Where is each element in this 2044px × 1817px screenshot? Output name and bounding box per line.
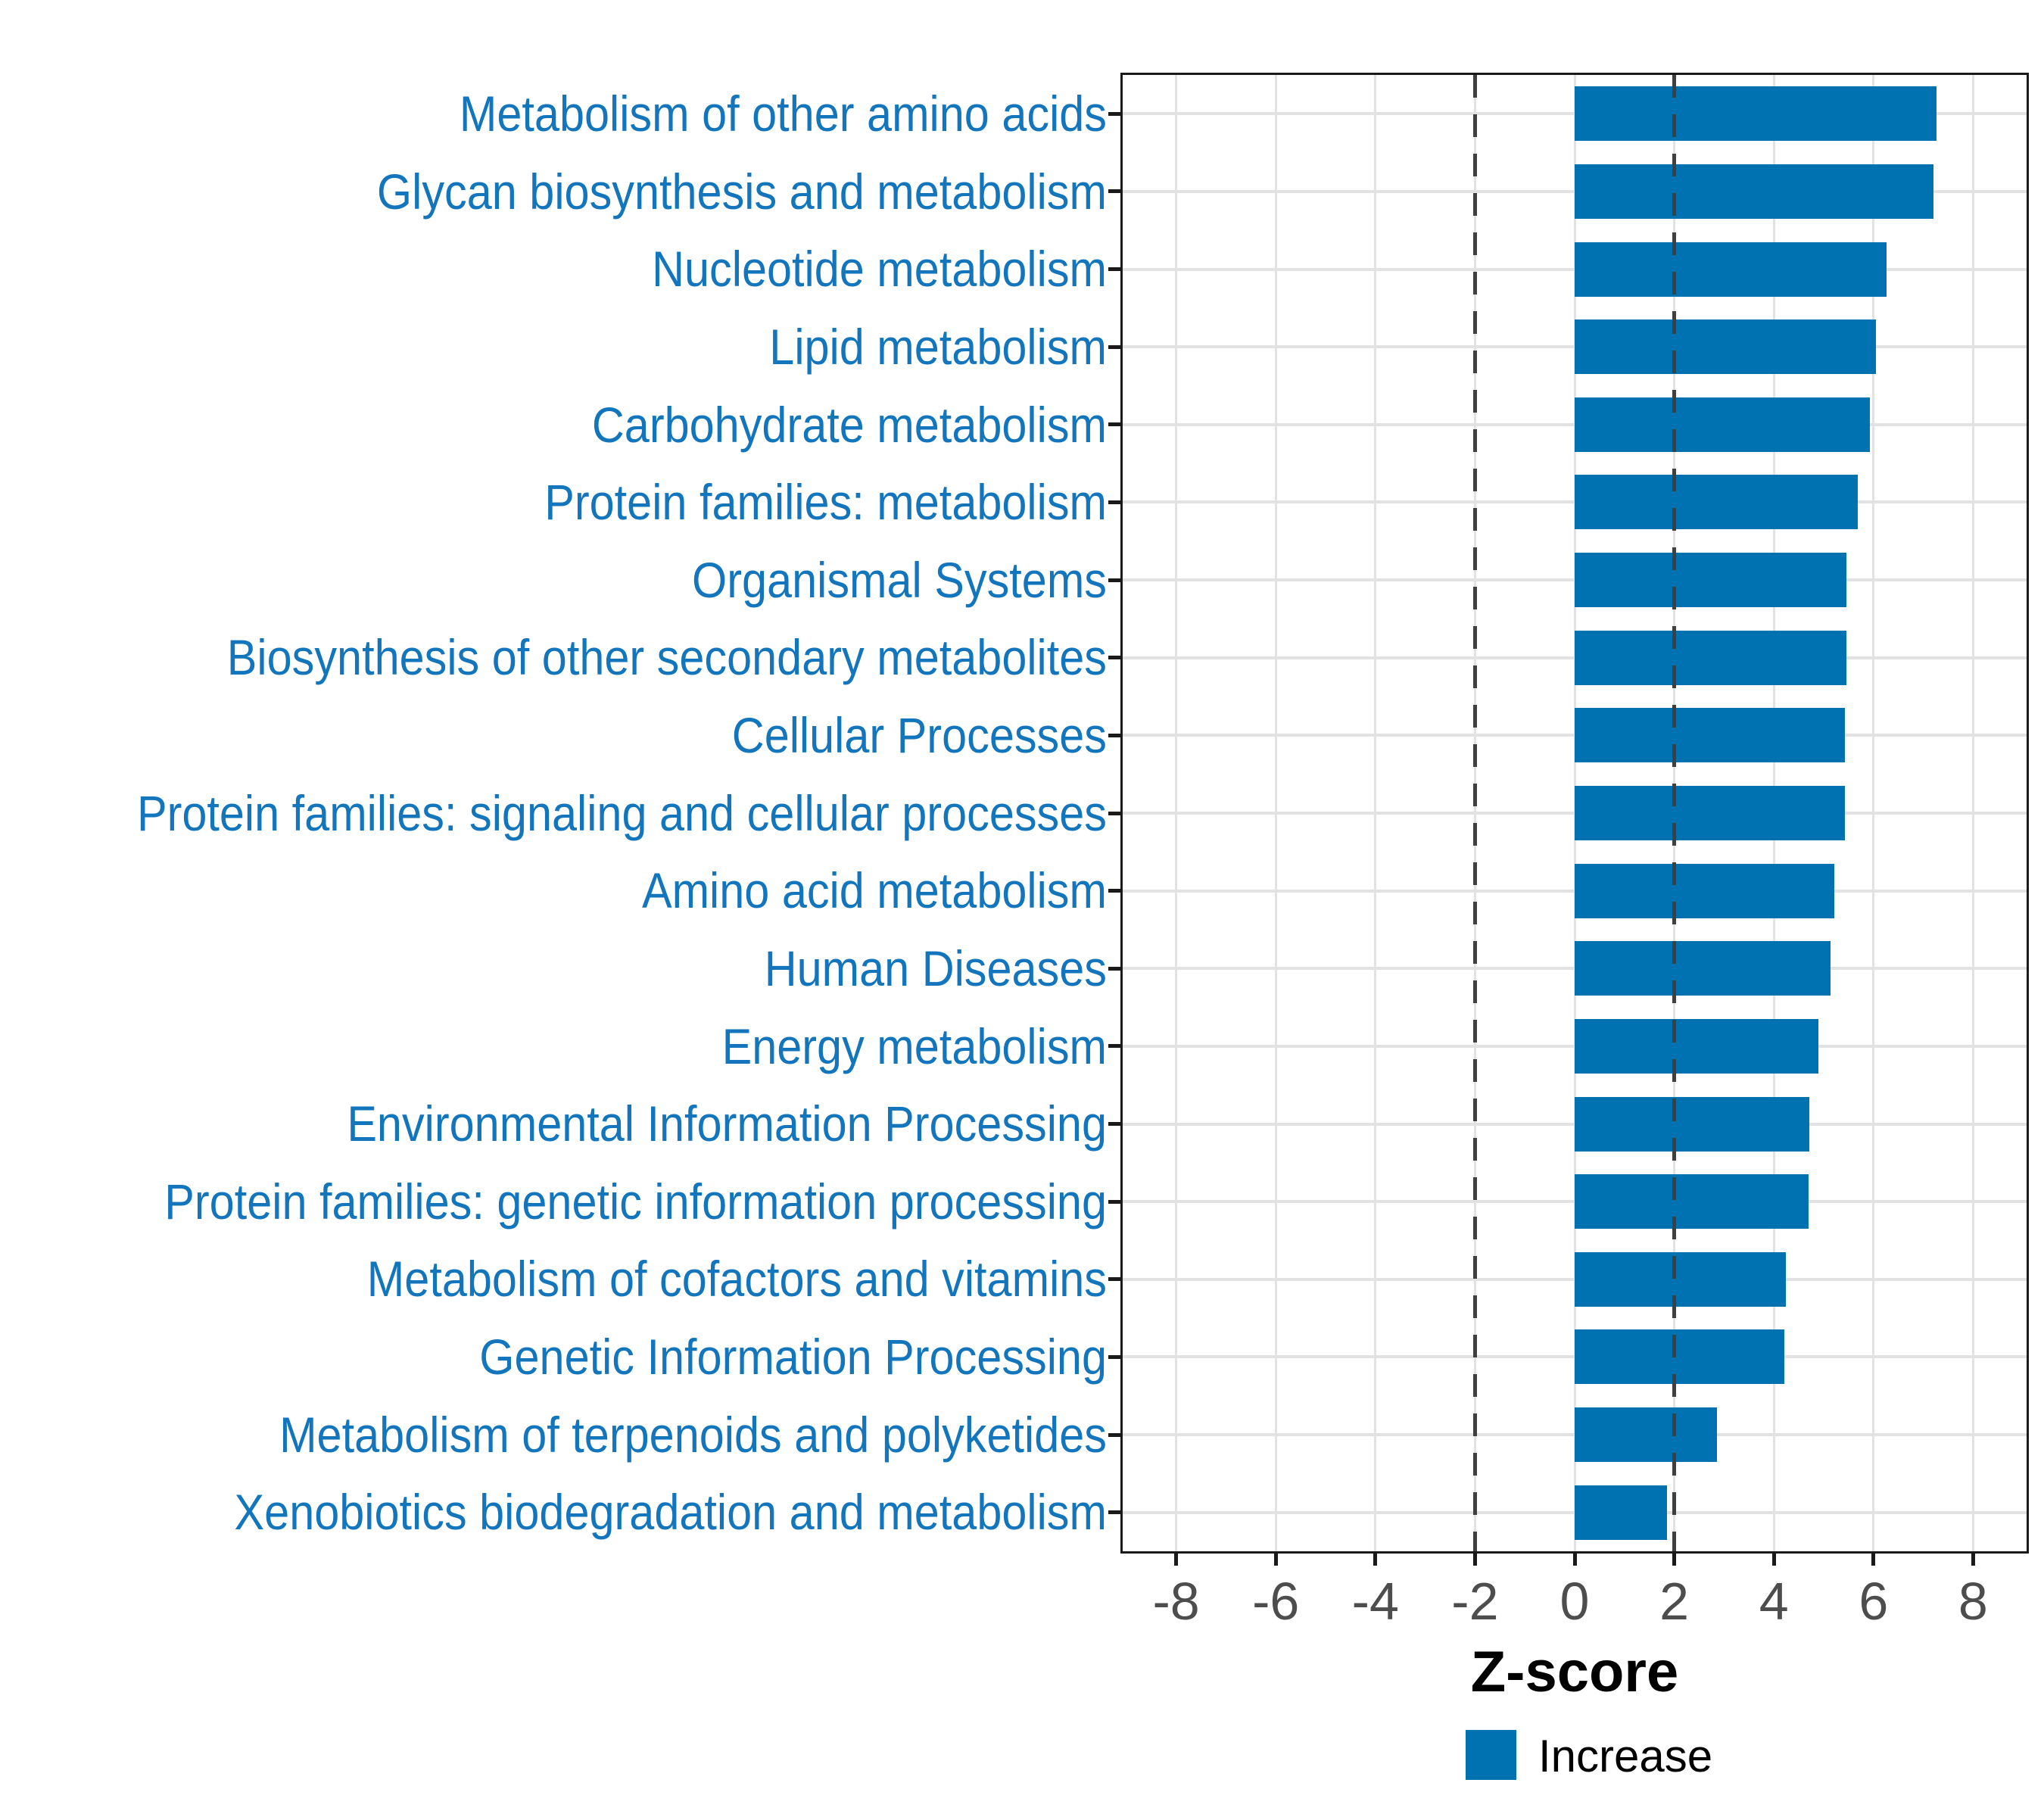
- bar-0: [1575, 86, 1937, 142]
- y-tick-mark: [1108, 1354, 1120, 1359]
- x-tick-mark: [1971, 1554, 1975, 1566]
- y-tick-mark: [1108, 422, 1120, 427]
- y-tick-mark: [1108, 966, 1120, 971]
- y-tick-mark: [1108, 811, 1120, 815]
- bar-10: [1575, 863, 1834, 918]
- y-axis-label: Cellular Processes: [731, 707, 1107, 764]
- reference-line--2: [1472, 75, 1477, 1551]
- bar-6: [1575, 553, 1846, 608]
- y-tick-mark: [1108, 578, 1120, 582]
- bar-2: [1575, 242, 1887, 297]
- x-tick-mark: [1771, 1554, 1776, 1566]
- y-axis-label: Protein families: genetic information pr…: [164, 1173, 1107, 1230]
- y-axis-label: Metabolism of cofactors and vitamins: [366, 1251, 1107, 1307]
- y-tick-mark: [1108, 1432, 1120, 1437]
- x-tick-mark: [1672, 1554, 1677, 1566]
- x-tick-label: -2: [1451, 1572, 1499, 1631]
- x-tick-label: -6: [1252, 1572, 1300, 1631]
- bar-13: [1575, 1096, 1809, 1152]
- y-axis-label: Genetic Information Processing: [479, 1329, 1107, 1385]
- v-gridline: [1175, 75, 1178, 1551]
- bar-7: [1575, 630, 1846, 685]
- y-tick-mark: [1108, 1044, 1120, 1049]
- y-tick-mark: [1108, 889, 1120, 893]
- v-gridline: [1274, 75, 1277, 1551]
- x-axis-title: Z-score: [1470, 1640, 1679, 1704]
- bar-15: [1575, 1251, 1786, 1307]
- v-gridline: [1374, 75, 1377, 1551]
- y-axis-label: Environmental Information Processing: [347, 1095, 1107, 1152]
- x-tick-label: 6: [1859, 1572, 1889, 1631]
- y-tick-mark: [1108, 344, 1120, 349]
- y-tick-mark: [1108, 1510, 1120, 1515]
- bar-1: [1575, 164, 1934, 219]
- y-tick-mark: [1108, 656, 1120, 660]
- bar-18: [1575, 1485, 1667, 1540]
- v-gridline: [1872, 75, 1875, 1551]
- y-tick-mark: [1108, 111, 1120, 116]
- bar-5: [1575, 475, 1859, 530]
- x-tick-mark: [1174, 1554, 1179, 1566]
- x-tick-mark: [1572, 1554, 1577, 1566]
- y-tick-mark: [1108, 267, 1120, 272]
- y-axis-label: Protein families: signaling and cellular…: [136, 784, 1108, 841]
- bar-11: [1575, 941, 1831, 996]
- y-axis-label: Carbohydrate metabolism: [591, 396, 1107, 453]
- y-axis-label: Amino acid metabolism: [641, 862, 1107, 919]
- x-tick-mark: [1273, 1554, 1278, 1566]
- x-tick-label: 2: [1659, 1572, 1690, 1631]
- x-tick-mark: [1373, 1554, 1378, 1566]
- bar-12: [1575, 1018, 1819, 1074]
- y-axis-label: Organismal Systems: [692, 551, 1107, 608]
- x-tick-mark: [1871, 1554, 1876, 1566]
- bar-4: [1575, 397, 1871, 452]
- y-tick-mark: [1108, 1122, 1120, 1127]
- bar-16: [1575, 1329, 1785, 1385]
- bar-8: [1575, 708, 1845, 763]
- y-axis-label: Metabolism of terpenoids and polyketides: [279, 1406, 1108, 1463]
- bar-9: [1575, 786, 1845, 840]
- plot-panel: [1120, 73, 2029, 1554]
- x-tick-label: -4: [1351, 1572, 1399, 1631]
- y-tick-mark: [1108, 733, 1120, 737]
- x-tick-label: -8: [1152, 1572, 1200, 1631]
- y-axis-label: Glycan biosynthesis and metabolism: [376, 163, 1108, 220]
- y-axis-label: Energy metabolism: [721, 1018, 1107, 1074]
- bar-3: [1575, 319, 1877, 375]
- legend-swatch-increase: [1466, 1730, 1516, 1780]
- y-axis-label: Nucleotide metabolism: [652, 241, 1107, 298]
- y-axis-label: Human Diseases: [764, 940, 1107, 996]
- bar-17: [1575, 1407, 1718, 1463]
- x-tick-mark: [1472, 1554, 1477, 1566]
- bar-14: [1575, 1174, 1809, 1230]
- y-tick-mark: [1108, 1277, 1120, 1282]
- reference-line-2: [1672, 75, 1677, 1551]
- y-axis-label: Lipid metabolism: [769, 318, 1107, 375]
- y-axis-label: Xenobiotics biodegradation and metabolis…: [234, 1484, 1107, 1541]
- legend-label-increase: Increase: [1538, 1731, 1713, 1781]
- y-tick-mark: [1108, 1199, 1120, 1204]
- y-tick-mark: [1108, 189, 1120, 194]
- y-axis-label: Protein families: metabolism: [544, 474, 1107, 531]
- y-tick-mark: [1108, 500, 1120, 504]
- v-gridline: [1971, 75, 1974, 1551]
- x-tick-label: 8: [1958, 1572, 1988, 1631]
- y-axis-label: Metabolism of other amino acids: [459, 86, 1107, 142]
- y-axis-label: Biosynthesis of other secondary metaboli…: [226, 629, 1107, 686]
- x-tick-label: 4: [1759, 1572, 1789, 1631]
- x-tick-label: 0: [1559, 1572, 1590, 1631]
